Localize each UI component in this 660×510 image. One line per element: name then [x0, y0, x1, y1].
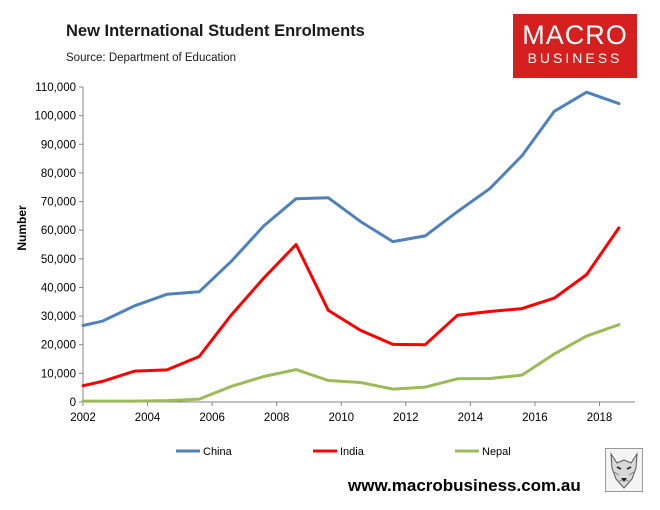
y-axis-title: Number — [15, 205, 29, 251]
y-tick-label: 90,000 — [41, 139, 76, 151]
x-tick-label: 2002 — [70, 412, 96, 424]
legend-label-china: China — [203, 446, 233, 458]
x-tick-label: 2006 — [199, 412, 225, 424]
y-tick-label: 40,000 — [41, 282, 76, 294]
y-tick-label: 100,000 — [34, 111, 76, 123]
y-tick-label: 30,000 — [41, 311, 76, 323]
y-tick-label: 0 — [70, 397, 76, 409]
x-tick-label: 2004 — [135, 412, 161, 424]
series-line-china — [81, 90, 621, 327]
macrobusiness-logo: MACRO BUSINESS — [513, 14, 637, 78]
chart-axes: 0 10,000 20,000 30,000 40,000 50,000 60,000 70,… — [34, 82, 635, 424]
chart-title: New International Student Enrolments — [66, 22, 365, 40]
series-line-nepal — [81, 323, 621, 403]
y-tick-label: 20,000 — [41, 340, 76, 352]
legend-label-india: India — [340, 446, 365, 458]
y-tick-label: 50,000 — [41, 254, 76, 266]
website-url: www.macrobusiness.com.au — [348, 476, 581, 495]
chart-source: Source: Department of Education — [66, 52, 237, 64]
wolf-mascot-icon — [605, 448, 643, 492]
y-tick-label: 70,000 — [41, 197, 76, 209]
logo-line-2: BUSINESS — [527, 50, 623, 66]
x-tick-label: 2018 — [587, 412, 613, 424]
series-line-india — [81, 226, 621, 388]
chart-legend: China India Nepal — [176, 446, 511, 458]
y-tick-label: 80,000 — [41, 168, 76, 180]
x-tick-label: 2010 — [328, 412, 354, 424]
x-tick-label: 2014 — [458, 412, 484, 424]
chart-series — [81, 90, 621, 403]
y-tick-label: 110,000 — [35, 82, 76, 94]
x-tick-label: 2012 — [393, 412, 419, 424]
y-tick-label: 10,000 — [41, 368, 76, 380]
y-tick-label: 60,000 — [41, 225, 76, 237]
legend-label-nepal: Nepal — [482, 446, 511, 458]
x-tick-label: 2008 — [264, 412, 290, 424]
logo-line-1: MACRO — [522, 20, 628, 50]
x-tick-label: 2016 — [522, 412, 548, 424]
